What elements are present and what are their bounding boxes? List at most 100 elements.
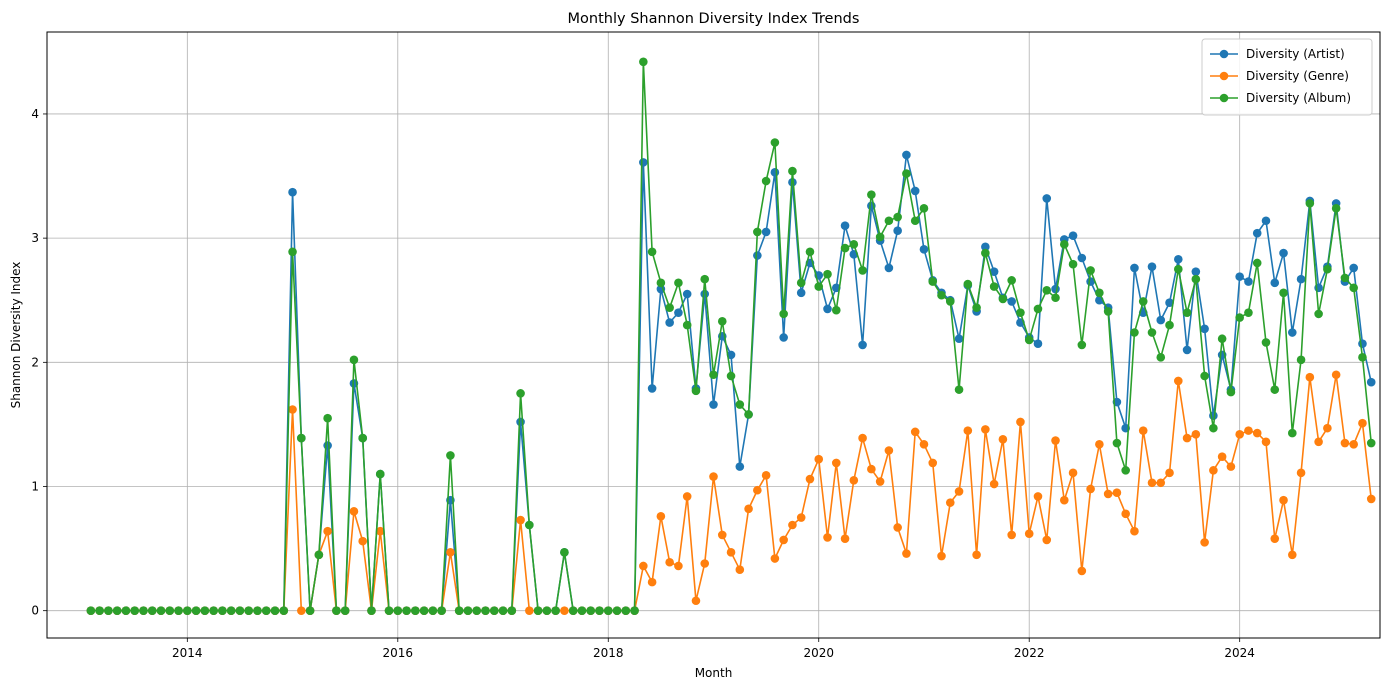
data-point [533,606,543,615]
data-point [735,462,745,471]
data-point [1165,468,1174,478]
data-point [209,606,218,615]
data-point [183,606,192,615]
data-point [1042,535,1052,545]
data-point [1191,430,1201,439]
data-point [893,523,902,532]
data-point [577,606,587,615]
data-point [1296,468,1306,478]
data-point [1112,438,1122,448]
data-point [261,606,271,615]
data-point [753,485,762,495]
data-point [586,606,596,615]
data-point [1059,240,1069,249]
data-point [525,606,534,615]
data-point [621,606,631,615]
data-point [902,169,911,178]
data-point [1305,372,1315,382]
data-point [1305,199,1315,208]
data-point [1095,288,1104,298]
data-point [279,606,289,615]
data-point [761,176,771,186]
data-point [349,507,359,516]
data-point [516,417,525,427]
data-point [744,410,753,419]
data-point [981,242,990,252]
data-point [323,526,332,536]
data-point [656,512,666,521]
data-point [375,526,385,536]
data-point [358,433,368,443]
data-point [297,433,306,443]
data-point [814,454,824,464]
data-point [910,427,920,437]
grid [47,32,1380,638]
data-point [867,464,876,474]
data-point [928,277,938,286]
legend-item: Diversity (Genre) [1210,69,1349,83]
data-point [297,606,306,615]
data-point [1296,274,1306,284]
data-point [796,288,806,298]
data-point [516,515,525,525]
data-point [954,334,964,344]
data-point [770,168,780,177]
data-point [735,400,745,409]
data-point [735,565,745,574]
data-point [1033,339,1043,348]
data-point [121,606,131,615]
data-point [910,216,920,226]
data-point [1156,478,1166,488]
data-point [1314,309,1323,319]
data-point [656,278,666,288]
data-point [446,548,455,557]
data-point [726,371,736,381]
data-point [875,232,885,242]
data-point [647,247,657,257]
data-point [945,297,955,306]
data-point [560,548,569,557]
data-point [112,606,122,615]
data-point [323,441,332,450]
data-point [437,606,446,615]
data-point [340,606,350,615]
data-point [174,606,183,615]
data-point [1103,307,1113,316]
data-point [147,606,157,615]
data-point [288,187,297,197]
x-tick-label: 2020 [803,646,834,660]
data-point [788,166,797,176]
x-tick-label: 2018 [593,646,624,660]
data-point [1191,274,1201,284]
data-point [1331,204,1341,213]
data-point [1340,438,1350,448]
data-point [1068,468,1078,478]
data-point [700,559,710,568]
data-point [796,278,806,288]
data-point [665,318,674,327]
data-point [1261,216,1271,226]
data-point [858,266,867,275]
data-point [884,446,894,455]
data-point [489,606,499,615]
data-point [226,606,236,615]
legend-item: Diversity (Album) [1210,91,1351,105]
data-point [989,267,999,276]
data-point [1095,439,1104,449]
data-point [551,606,560,615]
data-point [963,279,973,289]
data-point [1235,430,1244,439]
data-point [1261,437,1271,447]
data-point [1244,277,1253,286]
data-point [831,305,841,315]
data-point [1366,494,1376,504]
data-point [840,243,850,253]
data-point [1068,231,1078,240]
data-point [139,606,148,615]
data-point [1147,262,1157,272]
data-point [796,513,806,522]
data-point [1366,377,1376,387]
series-2 [86,370,1376,615]
data-point [1358,418,1367,428]
data-point [1209,466,1218,475]
